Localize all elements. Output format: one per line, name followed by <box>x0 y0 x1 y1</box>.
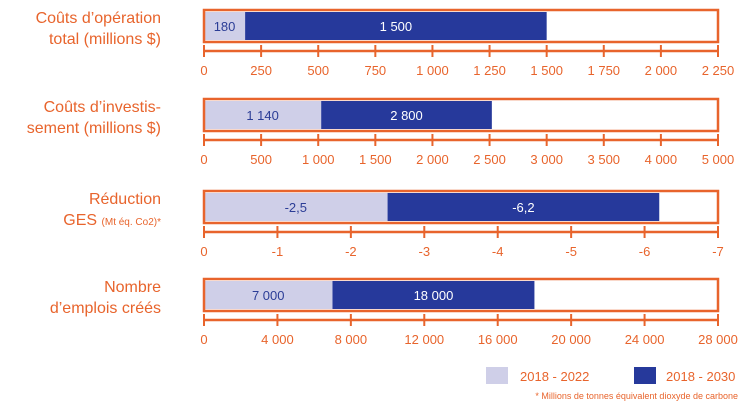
tick-label: 4 000 <box>261 332 294 347</box>
bar-segment-2018-2030 <box>321 101 492 129</box>
tick-label: 1 500 <box>530 63 563 78</box>
tick-label: 12 000 <box>404 332 444 347</box>
tick-label: 2 500 <box>473 152 506 167</box>
data-label: 1 140 <box>246 108 279 123</box>
tick-label: 0 <box>200 244 207 259</box>
tick-label: 1 750 <box>588 63 621 78</box>
legend-swatch-2018-2022 <box>486 367 508 384</box>
panel-3: Réduction GES (Mt éq. Co2)* -2,5 -6,2 0 -1 -2 -… <box>63 189 724 259</box>
tick-label: 250 <box>250 63 272 78</box>
tick-label: 3 000 <box>530 152 563 167</box>
tick-label: -7 <box>712 244 724 259</box>
category-label: Nombre d’emplois créés <box>50 279 161 317</box>
tick-label: 2 000 <box>645 63 678 78</box>
panel-2: Coûts d’investis-sement (millions $) 1 14… <box>27 97 735 167</box>
bar-segment-2018-2022 <box>204 281 333 309</box>
tick-label: 4 000 <box>645 152 678 167</box>
tick-label: 500 <box>250 152 272 167</box>
tick-label: -6 <box>639 244 651 259</box>
data-label: 18 000 <box>414 288 454 303</box>
tick-label: 1 250 <box>473 63 506 78</box>
tick-label: 16 000 <box>478 332 518 347</box>
chart-panels: Coûts d’opération total (millions $) 180 1 … <box>27 8 738 347</box>
tick-label: 2 250 <box>702 63 735 78</box>
bar-segment-2018-2022 <box>204 12 246 40</box>
tick-label: -1 <box>272 244 284 259</box>
tick-label: 28 000 <box>698 332 738 347</box>
category-label: Coûts d’investis-sement (millions $) <box>27 99 161 137</box>
category-label: Coûts d’opération total (millions $) <box>36 10 161 48</box>
tick-label: -3 <box>419 244 431 259</box>
bar-segment-2018-2030 <box>245 12 547 40</box>
tick-label: -4 <box>492 244 504 259</box>
bar-segment-2018-2030 <box>387 193 660 221</box>
tick-label: 750 <box>364 63 386 78</box>
category-label: Réduction GES (Mt éq. Co2)* <box>63 191 161 229</box>
legend-label-2018-2030: 2018 - 2030 <box>666 369 735 384</box>
tick-label: 1 500 <box>359 152 392 167</box>
data-label: 180 <box>214 19 236 34</box>
legend-swatch-2018-2030 <box>634 367 656 384</box>
tick-label: 0 <box>200 152 207 167</box>
legend: 2018 - 2022 2018 - 2030 <box>486 367 735 384</box>
bar-segment-2018-2022 <box>204 101 322 129</box>
bar-frame <box>202 8 720 44</box>
tick-label: 500 <box>307 63 329 78</box>
bar-segment-2018-2022 <box>204 193 388 221</box>
data-label: -2,5 <box>285 200 307 215</box>
tick-label: 1 000 <box>416 63 449 78</box>
panel-1: Coûts d’opération total (millions $) 180 1 … <box>36 8 735 78</box>
tick-label: 5 000 <box>702 152 735 167</box>
bar-frame <box>202 277 720 313</box>
legend-label-2018-2022: 2018 - 2022 <box>520 369 589 384</box>
tick-label: 3 500 <box>588 152 621 167</box>
bar-segment-2018-2030 <box>332 281 535 309</box>
data-label: 2 800 <box>390 108 423 123</box>
footnote: * Millions de tonnes équivalent dioxyde … <box>535 391 738 401</box>
bar-frame <box>202 97 720 133</box>
tick-label: 0 <box>200 332 207 347</box>
tick-label: 2 000 <box>416 152 449 167</box>
data-label: -6,2 <box>512 200 534 215</box>
tick-label: -5 <box>565 244 577 259</box>
tick-label: 0 <box>200 63 207 78</box>
tick-label: 8 000 <box>335 332 368 347</box>
tick-label: 24 000 <box>625 332 665 347</box>
data-label: 7 000 <box>252 288 285 303</box>
panel-4: Nombre d’emplois créés 7 000 18 000 0 4 000 8 … <box>50 277 738 347</box>
bar-frame <box>202 189 720 225</box>
data-label: 1 500 <box>380 19 413 34</box>
tick-label: -2 <box>345 244 357 259</box>
tick-label: 1 000 <box>302 152 335 167</box>
tick-label: 20 000 <box>551 332 591 347</box>
